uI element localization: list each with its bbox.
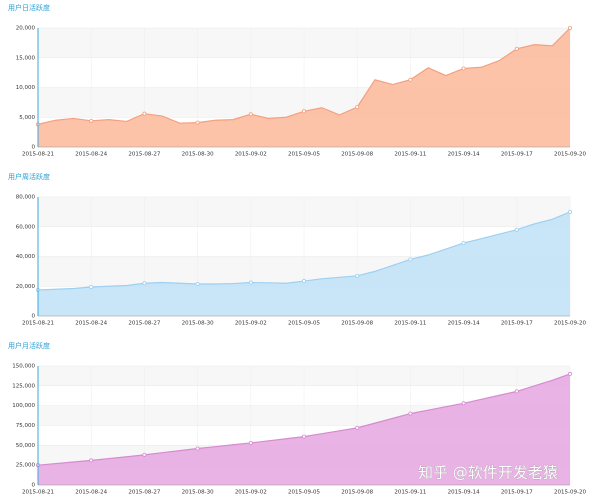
- x-tick-label: 2015-08-30: [182, 321, 214, 327]
- area: [38, 28, 570, 147]
- x-tick-label: 2015-08-21: [22, 490, 54, 496]
- y-tick-label: 10,000: [16, 85, 36, 91]
- point: [568, 25, 573, 30]
- x-tick-label: 2015-09-17: [501, 490, 533, 496]
- point: [461, 66, 466, 71]
- x-tick-label: 2015-09-20: [554, 490, 586, 496]
- x-tick-label: 2015-09-14: [448, 321, 480, 327]
- watermark: 知乎 @软件开发老猿: [418, 464, 558, 482]
- point: [248, 280, 253, 285]
- y-tick-label: 25,000: [16, 463, 36, 469]
- point: [301, 109, 306, 114]
- point: [89, 458, 94, 463]
- point: [142, 452, 147, 457]
- point: [408, 411, 413, 416]
- point: [142, 111, 147, 116]
- point: [89, 118, 94, 123]
- x-tick-label: 2015-09-11: [394, 152, 426, 158]
- point: [195, 120, 200, 125]
- x-tick-label: 2015-09-17: [501, 152, 533, 158]
- y-tick-label: 150,000: [12, 364, 35, 370]
- y-tick-label: 80,000: [16, 195, 36, 201]
- y-tick-label: 0: [32, 314, 36, 320]
- point: [142, 281, 147, 286]
- y-tick-label: 0: [32, 145, 36, 151]
- area: [38, 373, 570, 485]
- x-tick-label: 2015-08-30: [182, 490, 214, 496]
- y-tick-label: 5,000: [19, 115, 35, 121]
- point: [195, 446, 200, 451]
- point: [355, 425, 360, 430]
- x-tick-label: 2015-08-24: [75, 152, 107, 158]
- point: [248, 440, 253, 445]
- x-tick-label: 2015-09-20: [554, 152, 586, 158]
- x-tick-label: 2015-09-14: [448, 152, 480, 158]
- x-tick-label: 2015-09-20: [554, 321, 586, 327]
- x-tick-label: 2015-09-11: [394, 321, 426, 327]
- x-tick-label: 2015-09-14: [448, 490, 480, 496]
- y-tick-label: 20,000: [16, 26, 36, 32]
- y-tick-label: 20,000: [16, 284, 36, 290]
- point: [408, 77, 413, 82]
- y-tick-label: 50,000: [16, 443, 36, 449]
- point: [248, 112, 253, 117]
- x-tick-label: 2015-09-17: [501, 321, 533, 327]
- x-tick-label: 2015-09-05: [288, 321, 320, 327]
- x-tick-label: 2015-08-24: [75, 490, 107, 496]
- point: [89, 284, 94, 289]
- point: [408, 257, 413, 262]
- x-tick-label: 2015-09-02: [235, 152, 267, 158]
- point: [514, 227, 519, 232]
- y-tick-label: 75,000: [16, 423, 36, 429]
- x-tick-label: 2015-08-24: [75, 321, 107, 327]
- point: [514, 389, 519, 394]
- area: [38, 211, 570, 316]
- point: [355, 273, 360, 278]
- x-tick-label: 2015-08-27: [128, 152, 160, 158]
- x-tick-label: 2015-09-08: [341, 152, 373, 158]
- y-tick-label: 125,000: [12, 383, 35, 389]
- x-tick-label: 2015-09-11: [394, 490, 426, 496]
- x-tick-label: 2015-08-27: [128, 321, 160, 327]
- chart-title: 用户月活跃度: [8, 341, 50, 350]
- point: [355, 105, 360, 110]
- x-tick-label: 2015-09-08: [341, 490, 373, 496]
- point: [514, 46, 519, 51]
- x-tick-label: 2015-08-27: [128, 490, 160, 496]
- point: [301, 434, 306, 439]
- y-tick-label: 100,000: [12, 403, 35, 409]
- y-tick-label: 15,000: [16, 55, 36, 61]
- point: [301, 279, 306, 284]
- y-tick-label: 60,000: [16, 224, 36, 230]
- x-tick-label: 2015-08-30: [182, 152, 214, 158]
- chart-title: 用户周活跃度: [8, 172, 50, 181]
- x-tick-label: 2015-09-02: [235, 321, 267, 327]
- x-tick-label: 2015-09-02: [235, 490, 267, 496]
- x-tick-label: 2015-09-05: [288, 152, 320, 158]
- x-tick-label: 2015-09-08: [341, 321, 373, 327]
- point: [461, 401, 466, 406]
- point: [195, 282, 200, 287]
- chart-title: 用户日活跃度: [8, 3, 50, 12]
- y-tick-label: 40,000: [16, 254, 36, 260]
- y-tick-label: 0: [32, 483, 36, 489]
- point: [461, 241, 466, 246]
- x-tick-label: 2015-08-21: [22, 152, 54, 158]
- x-tick-label: 2015-09-05: [288, 490, 320, 496]
- x-tick-label: 2015-08-21: [22, 321, 54, 327]
- point: [568, 209, 573, 214]
- point: [568, 371, 573, 376]
